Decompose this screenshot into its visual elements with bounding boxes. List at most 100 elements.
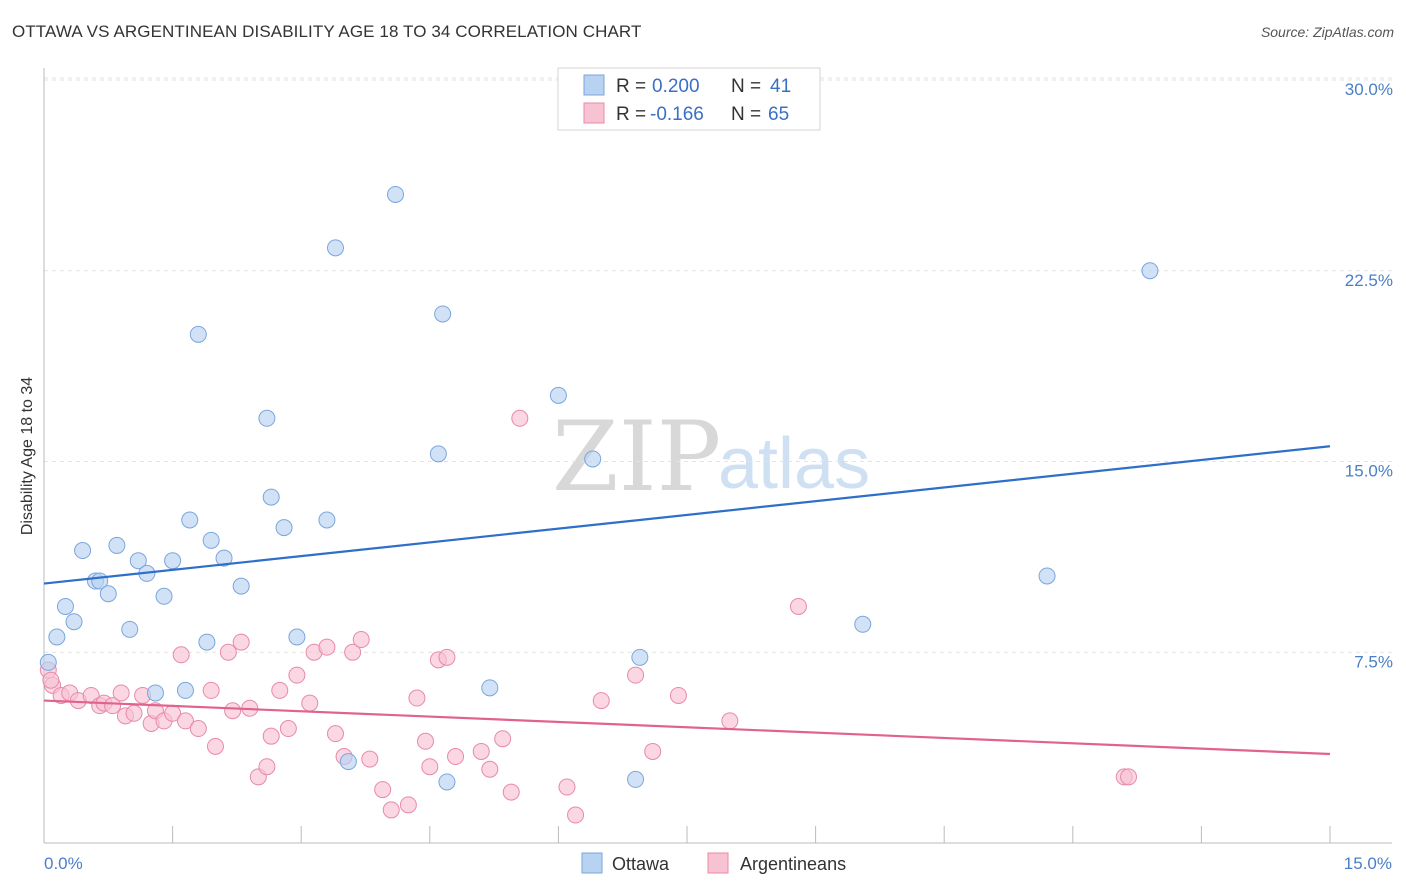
argentineans-point — [262, 727, 280, 745]
arg-legend-swatch — [583, 102, 605, 124]
ottawa-point — [108, 536, 126, 554]
axes — [43, 68, 1392, 844]
argentineans-points — [39, 409, 1138, 824]
ottawa-point — [48, 628, 66, 646]
ottawa-n-value: 41 — [770, 76, 791, 97]
argentineans-point — [271, 681, 289, 699]
y-tick-label: 7.5% — [1354, 652, 1393, 671]
ottawa-point — [56, 597, 74, 615]
argentineans-point — [374, 781, 392, 799]
ottawa-point — [387, 185, 405, 203]
ottawa-point — [146, 684, 164, 702]
ottawa-point — [1038, 567, 1056, 585]
ottawa-points — [39, 185, 1159, 791]
ottawa-point — [262, 488, 280, 506]
argentineans-point — [567, 806, 585, 824]
ottawa-point — [481, 679, 499, 697]
argentineans-point — [789, 597, 807, 615]
arg-n-value: 65 — [768, 104, 789, 125]
argentineans-point — [558, 778, 576, 796]
argentineans-point — [447, 748, 465, 766]
argentineans-point — [481, 760, 499, 778]
argentineans-point — [721, 712, 739, 730]
ottawa-point — [232, 577, 250, 595]
ottawa-point — [258, 409, 276, 427]
argentineans-point — [172, 646, 190, 664]
ottawa-point — [339, 753, 357, 771]
ottawa-point — [1141, 262, 1159, 280]
ottawa-point — [429, 445, 447, 463]
argentineans-point — [421, 758, 439, 776]
ottawa-point — [434, 305, 452, 323]
argentineans-point — [112, 684, 130, 702]
argentineans-point — [344, 643, 362, 661]
ottawa-point — [275, 519, 293, 537]
ottawa-point — [854, 615, 872, 633]
ottawa-point — [631, 648, 649, 666]
ottawa-point — [39, 653, 57, 671]
x-ticks — [43, 826, 1331, 843]
argentineans-point — [361, 750, 379, 768]
argentineans-point — [318, 638, 336, 656]
argentineans-point — [472, 742, 490, 760]
ottawa-point — [74, 542, 92, 560]
ottawa-point — [121, 620, 139, 638]
argentineans-point — [206, 737, 224, 755]
argentineans-point — [417, 732, 435, 750]
ottawa-point — [215, 549, 233, 567]
y-tick-label: 22.5% — [1345, 271, 1393, 290]
y-tick-label: 30.0% — [1345, 80, 1393, 99]
grid-lines — [44, 77, 1392, 653]
ottawa-point — [181, 511, 199, 529]
chart-title: OTTAWA VS ARGENTINEAN DISABILITY AGE 18 … — [12, 22, 642, 41]
argentineans-point — [494, 730, 512, 748]
ottawa-point — [164, 552, 182, 570]
argentineans-trend-line — [43, 699, 1331, 756]
argentineans-point — [104, 697, 122, 715]
argentineans-point — [202, 681, 220, 699]
arg-n-label: N = — [731, 104, 761, 125]
ottawa-point — [318, 511, 336, 529]
argentineans-point — [592, 692, 610, 710]
arg-r-value: -0.166 — [650, 104, 704, 125]
argentineans-point — [219, 643, 237, 661]
ottawa-trend-line — [43, 445, 1331, 585]
source-label: Source: ZipAtlas.com — [1260, 24, 1394, 40]
ottawa-point — [176, 681, 194, 699]
argentineans-point — [352, 631, 370, 649]
watermark-zip: ZIP — [552, 401, 721, 513]
ottawa-point — [189, 325, 207, 343]
ottawa-point — [627, 770, 645, 788]
ottawa-point — [202, 531, 220, 549]
argentineans-point — [288, 666, 306, 684]
argentineans-point — [382, 801, 400, 819]
x-tick-label-min: 0.0% — [44, 854, 83, 873]
ottawa-point — [65, 613, 83, 631]
ottawa-point — [549, 386, 567, 404]
argentineans-point — [408, 689, 426, 707]
argentineans-point — [627, 666, 645, 684]
ottawa-point — [129, 552, 147, 570]
argentineans-point — [669, 686, 687, 704]
x-tick-label-max: 15.0% — [1344, 854, 1392, 873]
ottawa-point — [584, 450, 602, 468]
ottawa-r-value: 0.200 — [652, 76, 700, 97]
correlation-legend: R = 0.200 N = 41 R = -0.166 N = 65 — [557, 67, 821, 131]
argentineans-point — [326, 725, 344, 743]
argentineans-point — [511, 409, 529, 427]
argentineans-point — [1120, 768, 1138, 786]
y-tick-labels: 7.5% 15.0% 22.5% 30.0% — [1345, 80, 1393, 671]
series-legend: Ottawa Argentineans — [581, 852, 846, 874]
arg-r-label: R = — [616, 104, 646, 125]
ottawa-r-label: R = — [616, 76, 646, 97]
ottawa-point — [288, 628, 306, 646]
ottawa-point — [99, 585, 117, 603]
ottawa-point — [198, 633, 216, 651]
argentineans-point — [399, 796, 417, 814]
ottawa-point — [326, 239, 344, 257]
argentineans-point — [232, 633, 250, 651]
ottawa-legend-swatch — [583, 74, 605, 96]
argentineans-point — [502, 783, 520, 801]
argentineans-point — [224, 702, 242, 720]
argentineans-point — [279, 720, 297, 738]
